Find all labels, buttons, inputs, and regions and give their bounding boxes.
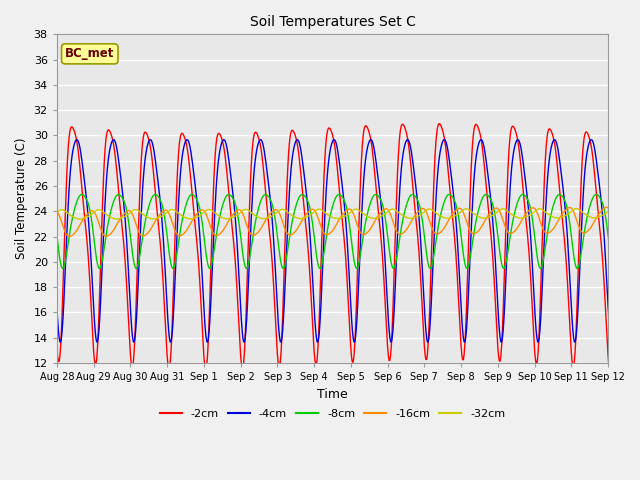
-32cm (605, 208, 612, 214)
-8cm (534, 256, 541, 262)
-8cm (198, 216, 205, 221)
-8cm (188, 192, 195, 197)
-32cm (292, 215, 300, 221)
-16cm (173, 231, 181, 237)
Line: -16cm: -16cm (57, 207, 609, 237)
-32cm (197, 212, 205, 217)
-32cm (472, 212, 479, 218)
-16cm (472, 230, 479, 236)
Line: -4cm: -4cm (57, 140, 609, 342)
-4cm (292, 137, 300, 143)
-8cm (605, 239, 612, 245)
-16cm (603, 204, 611, 210)
-2cm (292, 137, 300, 143)
-4cm (533, 335, 541, 341)
-8cm (170, 265, 177, 271)
-8cm (472, 216, 480, 222)
Line: -8cm: -8cm (57, 194, 609, 268)
-2cm (196, 282, 204, 288)
Line: -32cm: -32cm (57, 209, 609, 219)
-2cm (172, 197, 180, 203)
-4cm (53, 304, 61, 310)
-2cm (472, 121, 480, 127)
-16cm (197, 208, 205, 214)
-4cm (588, 137, 595, 143)
Legend: -2cm, -4cm, -8cm, -16cm, -32cm: -2cm, -4cm, -8cm, -16cm, -32cm (155, 404, 509, 423)
Y-axis label: Soil Temperature (C): Soil Temperature (C) (15, 138, 28, 259)
-4cm (605, 317, 612, 323)
-32cm (601, 211, 609, 216)
-32cm (533, 207, 541, 213)
-2cm (601, 297, 609, 302)
-32cm (573, 206, 580, 212)
-2cm (53, 345, 61, 350)
-2cm (534, 356, 541, 361)
-16cm (66, 234, 74, 240)
Line: -2cm: -2cm (57, 124, 609, 369)
X-axis label: Time: Time (317, 388, 348, 401)
-32cm (76, 216, 84, 222)
-4cm (196, 235, 204, 241)
-2cm (436, 121, 444, 127)
-16cm (53, 209, 61, 215)
-16cm (605, 206, 612, 212)
Text: BC_met: BC_met (65, 48, 115, 60)
-16cm (292, 227, 300, 233)
-32cm (173, 209, 181, 215)
-2cm (605, 362, 612, 368)
-4cm (241, 339, 248, 345)
-16cm (600, 205, 608, 211)
-4cm (172, 249, 180, 254)
-8cm (173, 250, 181, 255)
-8cm (601, 211, 609, 216)
-16cm (533, 209, 541, 215)
-4cm (472, 158, 479, 164)
Title: Soil Temperatures Set C: Soil Temperatures Set C (250, 15, 415, 29)
-4cm (601, 248, 609, 253)
-32cm (53, 210, 61, 216)
-2cm (202, 366, 210, 372)
-8cm (53, 233, 61, 239)
-8cm (293, 199, 301, 205)
